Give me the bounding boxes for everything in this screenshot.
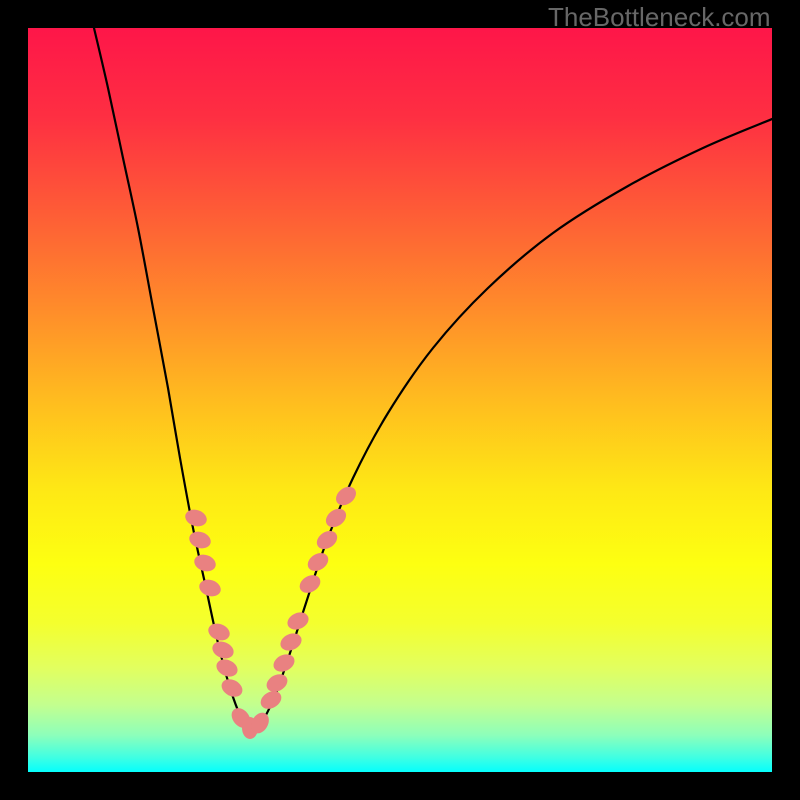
curve-marker — [257, 688, 284, 713]
curve-marker — [197, 577, 223, 599]
curve-marker — [278, 630, 305, 654]
curve-left-branch — [94, 28, 250, 733]
curve-markers — [183, 483, 360, 739]
watermark-text: TheBottleneck.com — [548, 2, 771, 33]
curve-marker — [332, 483, 359, 509]
curve-marker — [313, 527, 340, 553]
curve-marker — [304, 549, 331, 574]
curve-marker — [210, 638, 236, 661]
curve-marker — [192, 552, 218, 574]
curve-marker — [206, 621, 232, 644]
curve-marker — [187, 529, 213, 551]
curve-marker — [322, 505, 349, 531]
curve-right-branch — [250, 119, 772, 733]
curve-marker — [285, 609, 312, 633]
curve-marker — [214, 656, 241, 680]
chart-frame: TheBottleneck.com — [0, 0, 800, 800]
bottleneck-curve-chart — [28, 28, 772, 772]
curve-marker — [183, 507, 209, 529]
plot-area — [28, 28, 772, 772]
